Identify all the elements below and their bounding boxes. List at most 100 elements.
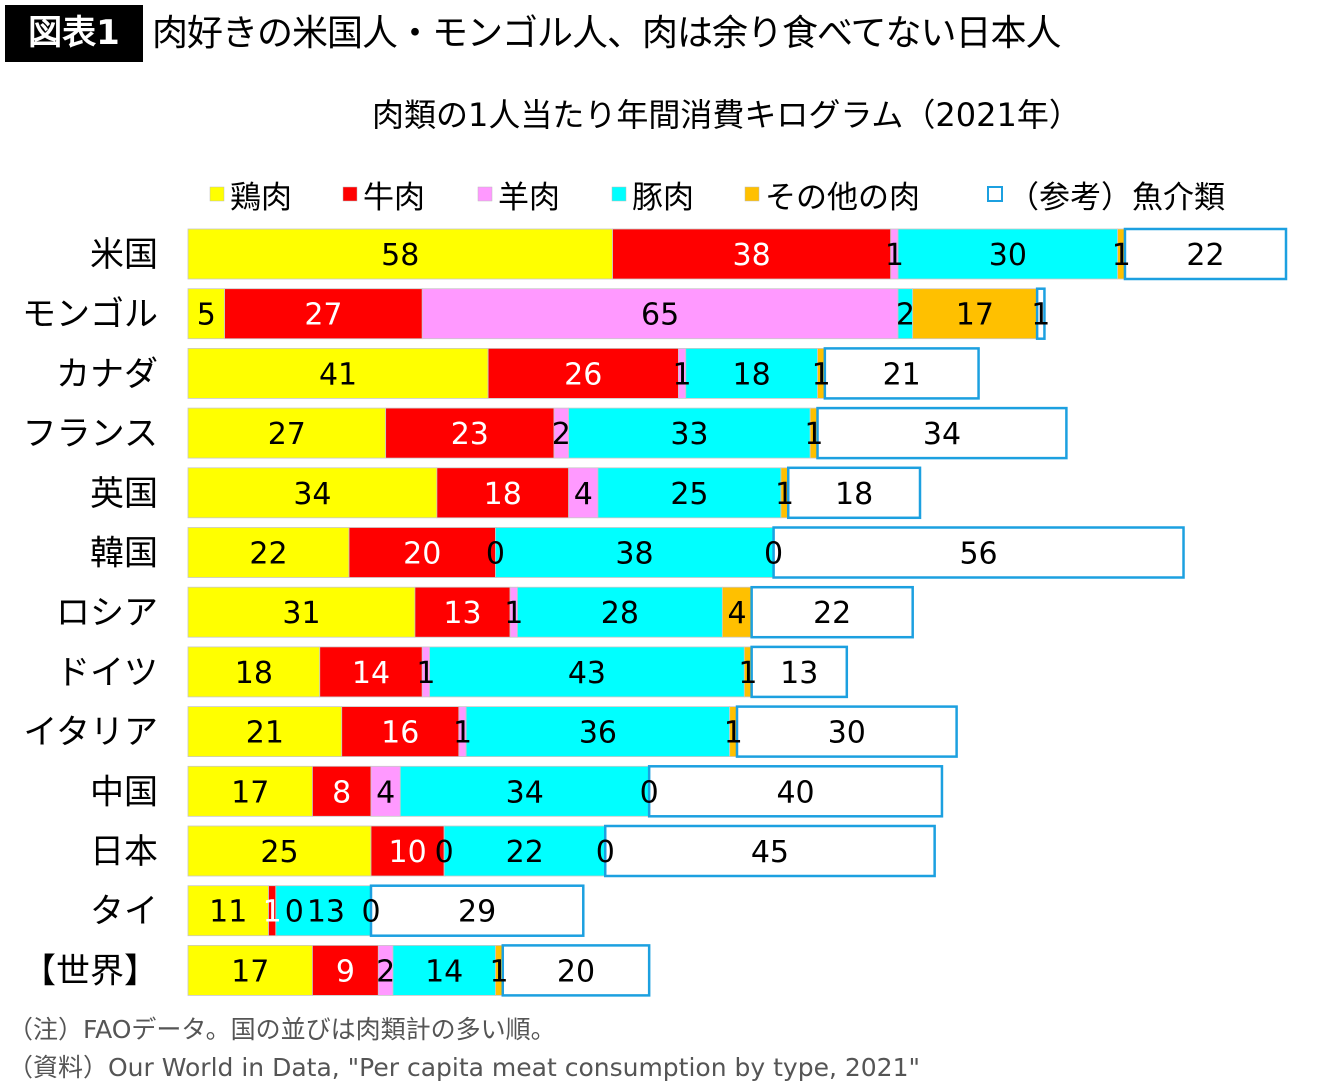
bar-segment xyxy=(187,765,313,817)
data-label: 0 xyxy=(764,537,783,572)
data-label: 1 xyxy=(885,238,904,273)
data-label: 16 xyxy=(381,716,419,751)
data-label: 22 xyxy=(813,596,851,631)
data-label: 14 xyxy=(425,954,463,989)
bar-segment xyxy=(187,228,613,280)
bar-segment xyxy=(568,407,811,459)
bar-segment xyxy=(187,407,387,459)
data-label: 0 xyxy=(596,835,615,870)
bar-segment xyxy=(517,586,723,638)
bar-segment xyxy=(224,288,423,340)
category-label: モンゴル xyxy=(22,295,158,335)
data-label: 22 xyxy=(1186,238,1224,273)
bar-segment xyxy=(187,885,269,937)
data-label: 1 xyxy=(453,716,472,751)
bar-segment xyxy=(685,347,818,399)
bar-segment xyxy=(735,705,958,758)
bar-segment xyxy=(348,527,496,578)
data-label: 18 xyxy=(835,477,873,512)
bar-segment xyxy=(647,765,944,818)
data-label: 8 xyxy=(332,775,351,810)
data-label: 25 xyxy=(670,477,708,512)
data-label: 2 xyxy=(552,417,571,452)
data-label: 31 xyxy=(282,596,320,631)
source-text: （資料）Our World in Data, "Per capita meat … xyxy=(8,1053,920,1082)
bar-segment xyxy=(414,586,511,638)
data-label: 11 xyxy=(209,895,247,930)
bar-segment xyxy=(275,885,372,937)
bar-segment xyxy=(392,945,496,996)
category-label: 韓国 xyxy=(90,534,158,574)
legend-label-4: その他の肉 xyxy=(765,180,920,216)
data-label: 4 xyxy=(727,596,746,631)
data-label: 17 xyxy=(956,298,994,333)
data-label: 58 xyxy=(381,238,419,273)
data-label: 9 xyxy=(336,954,355,989)
data-label: 4 xyxy=(376,775,395,810)
data-label: 1 xyxy=(1031,298,1050,333)
figure-badge: 図表1 xyxy=(5,5,143,62)
data-label: 40 xyxy=(776,775,814,810)
bar-segment xyxy=(319,646,423,698)
data-label: 13 xyxy=(780,656,818,691)
category-label: 中国 xyxy=(90,772,158,812)
data-label: 0 xyxy=(361,895,380,930)
bar-segment xyxy=(187,646,321,698)
page-title: 肉好きの米国人・モンゴル人、肉は余り食べてない日本人 xyxy=(152,13,1062,54)
data-label: 1 xyxy=(804,417,823,452)
data-label: 25 xyxy=(260,835,298,870)
bar-segment xyxy=(429,646,745,698)
bar-segment xyxy=(187,825,372,877)
bar-segment xyxy=(495,527,775,578)
chart-title: 肉類の1人当たり年間消費キログラム（2021年） xyxy=(372,96,1081,134)
bar-segment xyxy=(187,288,225,340)
data-label: 34 xyxy=(923,417,961,452)
data-label: 1 xyxy=(416,656,435,691)
category-label: カナダ xyxy=(56,354,158,394)
data-label: 43 xyxy=(568,656,606,691)
legend-label-3: 豚肉 xyxy=(632,180,694,216)
data-label: 65 xyxy=(641,298,679,333)
data-label: 33 xyxy=(670,417,708,452)
data-label: 5 xyxy=(197,298,216,333)
data-label: 1 xyxy=(812,357,831,392)
data-label: 41 xyxy=(319,357,357,392)
data-label: 17 xyxy=(231,954,269,989)
data-label: 2 xyxy=(896,298,915,333)
data-label: 21 xyxy=(883,357,921,392)
bar-segment xyxy=(1123,227,1288,281)
legend-swatch-5 xyxy=(987,186,1003,202)
bar-segment xyxy=(501,944,651,997)
category-label: ロシア xyxy=(56,593,158,633)
bar-segment xyxy=(369,884,585,937)
data-label: 56 xyxy=(959,537,997,572)
bar-segment xyxy=(786,466,922,520)
bar-segment xyxy=(487,347,679,399)
data-label: 0 xyxy=(486,537,505,572)
data-label: 2 xyxy=(376,954,395,989)
data-label: 18 xyxy=(484,477,522,512)
bar-segment xyxy=(187,586,416,638)
category-label: ドイツ xyxy=(56,653,158,693)
legend-label-2: 羊肉 xyxy=(498,180,560,216)
bar-segment xyxy=(187,945,313,996)
bar-segment xyxy=(750,585,914,639)
legend-swatch-4 xyxy=(744,186,760,202)
data-label: 22 xyxy=(506,835,544,870)
data-label: 0 xyxy=(640,775,659,810)
bar-segment xyxy=(187,467,438,519)
bar-segment xyxy=(612,228,892,280)
data-label: 20 xyxy=(557,954,595,989)
bar-segment xyxy=(597,467,782,519)
data-label: 18 xyxy=(733,357,771,392)
bar-segment xyxy=(436,467,570,519)
data-label: 1 xyxy=(724,716,743,751)
data-label: 1 xyxy=(738,656,757,691)
bar-segment xyxy=(187,706,343,757)
data-label: 27 xyxy=(304,298,342,333)
bar-segment xyxy=(312,945,379,996)
category-label: イタリア xyxy=(23,713,158,753)
data-label: 38 xyxy=(615,537,653,572)
